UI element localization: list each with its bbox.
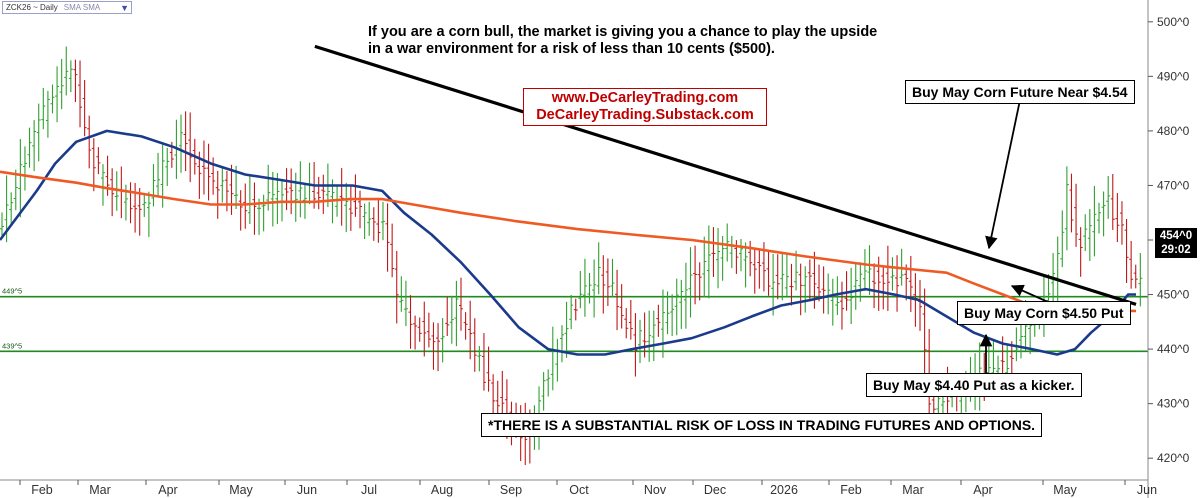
x-tick-label: Feb	[840, 483, 862, 497]
x-tick-label: Mar	[902, 483, 924, 497]
x-tick-label: Feb	[31, 483, 53, 497]
chevron-down-icon[interactable]: ▼	[120, 3, 129, 13]
buy-future-callout: Buy May Corn Future Near $4.54	[905, 80, 1135, 104]
y-tick-label: 500^0	[1157, 15, 1190, 29]
sma-short-line	[0, 129, 1136, 356]
x-tick-label: Dec	[704, 483, 726, 497]
x-tick-label: 2026	[770, 483, 798, 497]
indicator-label: SMA SMA	[63, 3, 101, 12]
buy-future-text: Buy May Corn Future Near $4.54	[912, 84, 1128, 100]
symbol-selector[interactable]: ZCK26 ~ Daily SMA SMA ▼	[2, 1, 132, 14]
support-line-label: 439^5	[2, 341, 22, 350]
symbol-label: ZCK26 ~ Daily	[6, 3, 58, 12]
x-tick-label: May	[1053, 483, 1077, 497]
x-tick-label: Mar	[89, 483, 111, 497]
x-tick-label: Jul	[361, 483, 377, 497]
headline-text: If you are a corn bull, the market is gi…	[368, 24, 878, 57]
x-tick-label: Nov	[644, 483, 667, 497]
buy-kicker-callout: Buy May $4.40 Put as a kicker.	[866, 373, 1082, 397]
x-tick-label: Apr	[158, 483, 177, 497]
x-tick-label: May	[229, 483, 253, 497]
headline-annotation: If you are a corn bull, the market is gi…	[368, 24, 888, 58]
x-tick-label: Jun	[1137, 483, 1157, 497]
y-tick-label: 470^0	[1157, 178, 1190, 192]
y-tick-label: 430^0	[1157, 397, 1190, 411]
y-tick-label: 490^0	[1157, 69, 1190, 83]
risk-disclaimer: *THERE IS A SUBSTANTIAL RISK OF LOSS IN …	[481, 413, 1043, 437]
x-tick-label: Sep	[500, 483, 522, 497]
disclaimer-text: *THERE IS A SUBSTANTIAL RISK OF LOSS IN …	[488, 417, 1036, 433]
last-price: 454^0	[1159, 230, 1193, 242]
bar-timer: 29:02	[1161, 244, 1191, 256]
buy-kicker-text: Buy May $4.40 Put as a kicker.	[873, 377, 1075, 393]
y-tick-label: 450^0	[1157, 288, 1190, 302]
buy-put-callout: Buy May Corn $4.50 Put	[957, 301, 1131, 325]
x-tick-label: Apr	[973, 483, 992, 497]
website-url: www.DeCarleyTrading.com	[551, 90, 739, 106]
resistance-trendline	[314, 44, 1137, 306]
y-tick-label: 440^0	[1157, 342, 1190, 356]
website-box: www.DeCarleyTrading.com DeCarleyTrading.…	[523, 88, 767, 126]
sma-long-line	[0, 170, 1136, 313]
substack-url: DeCarleyTrading.Substack.com	[536, 107, 754, 123]
x-tick-label: Aug	[431, 483, 453, 497]
buy-future-arrow	[985, 99, 1021, 250]
x-tick-label: Oct	[569, 483, 589, 497]
y-tick-label: 420^0	[1157, 451, 1190, 465]
support-line-label: 449^5	[2, 287, 22, 296]
buy-put-text: Buy May Corn $4.50 Put	[964, 305, 1124, 321]
last-price-tag: 454^0 29:02	[1155, 228, 1197, 258]
y-tick-label: 480^0	[1157, 124, 1190, 138]
x-tick-label: Jun	[297, 483, 317, 497]
buy-put-arrow	[1010, 284, 1049, 303]
